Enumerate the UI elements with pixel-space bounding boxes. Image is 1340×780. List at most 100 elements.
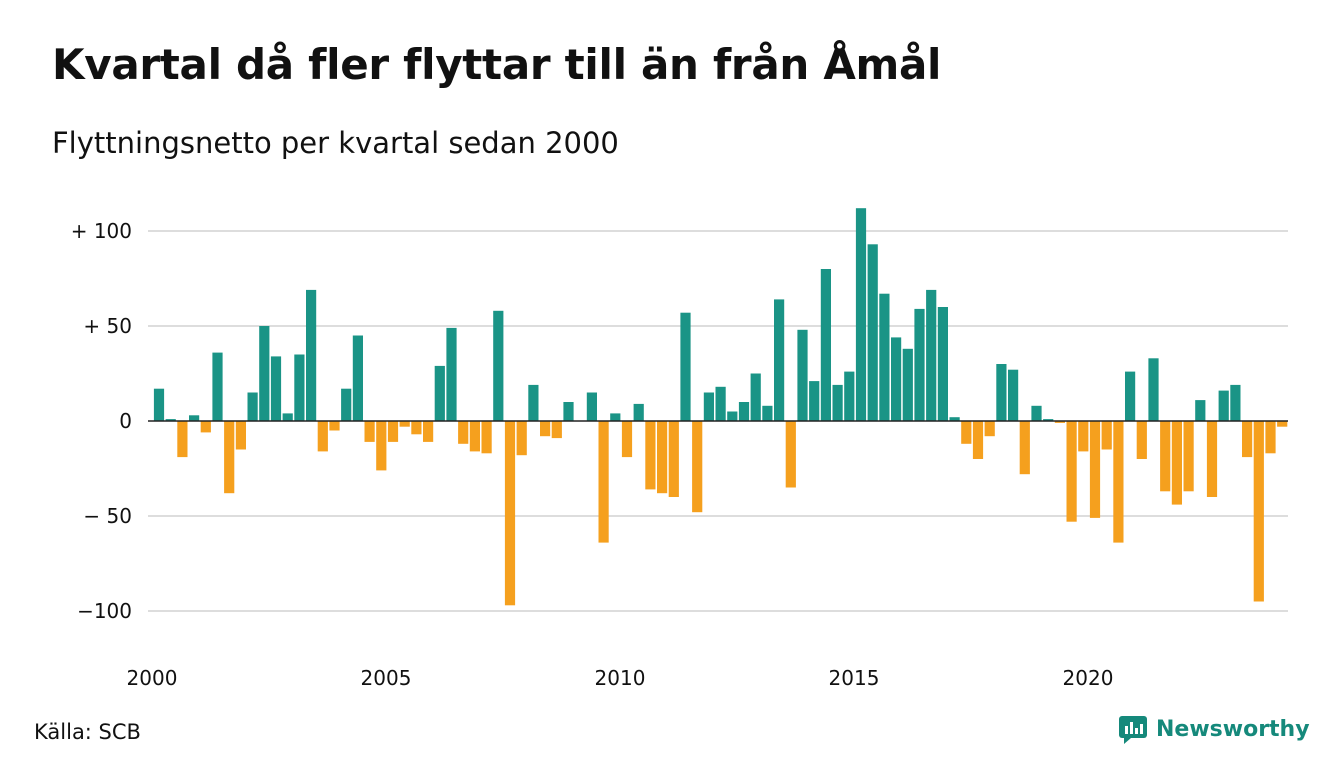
bar [247, 392, 258, 421]
bar [153, 388, 165, 421]
bar [972, 421, 984, 459]
y-tick-label: + 100 [71, 219, 132, 243]
bar [1277, 421, 1288, 427]
x-tick-label: 2010 [595, 666, 646, 690]
bar [1148, 358, 1159, 421]
bar [504, 421, 516, 606]
bar [680, 312, 691, 421]
bar [469, 421, 480, 452]
bar [259, 326, 270, 421]
bar [1031, 405, 1042, 421]
bar [891, 337, 902, 421]
bar [715, 386, 726, 421]
newsworthy-logo-icon [1119, 716, 1147, 744]
bar [551, 421, 562, 439]
bar [399, 421, 410, 427]
bar [1089, 421, 1101, 518]
bar [832, 384, 843, 421]
bar [200, 421, 211, 433]
source-note: Källa: SCB [34, 720, 141, 744]
bar [446, 327, 457, 421]
bars [153, 208, 1288, 606]
bar [493, 310, 504, 421]
bar [341, 388, 352, 421]
bar [212, 352, 223, 421]
bar [657, 421, 668, 494]
bar [727, 411, 738, 421]
x-tick-label: 2000 [127, 666, 178, 690]
bar [306, 289, 317, 421]
y-tick-label: 0 [119, 409, 132, 433]
bar [844, 371, 855, 421]
bar [984, 421, 995, 437]
brand-name: Newsworthy [1156, 716, 1310, 742]
bar [774, 299, 785, 421]
bar [820, 269, 831, 421]
x-tick-label: 2005 [361, 666, 412, 690]
bar [1019, 421, 1030, 475]
bar [855, 208, 867, 421]
axes: + 100 + 50 0 − 50 −100 2000 2005 2010 2015 2020 [71, 219, 1288, 690]
bar [1171, 421, 1182, 505]
y-tick-label: −100 [77, 599, 132, 623]
x-tick-label: 2015 [829, 666, 880, 690]
bar [1265, 421, 1276, 454]
bar [645, 421, 656, 490]
bar [633, 403, 644, 421]
bar [879, 293, 890, 421]
bar [1195, 400, 1206, 421]
bar [797, 329, 808, 421]
chart-subtitle: Flyttningsnetto per kvartal sedan 2000 [52, 126, 619, 160]
bar [1160, 421, 1171, 492]
bar [481, 421, 492, 454]
bar [1206, 421, 1218, 497]
bar [411, 421, 422, 435]
bar [949, 417, 960, 421]
y-tick-label: − 50 [83, 504, 132, 528]
bar [282, 413, 293, 421]
bar [1043, 419, 1054, 421]
bar [703, 392, 714, 421]
bar [1066, 421, 1077, 522]
bar [423, 421, 434, 442]
bar [610, 413, 621, 421]
bar [598, 421, 609, 543]
bar [867, 244, 878, 421]
bar [1136, 421, 1147, 459]
bar [996, 364, 1007, 421]
bar [1242, 421, 1253, 458]
bar [294, 354, 305, 421]
bar [1008, 369, 1019, 421]
bar [961, 421, 972, 444]
bar [738, 402, 750, 421]
bar-chart: + 100 + 50 0 − 50 −100 2000 2005 2010 2015 2020 [71, 208, 1288, 690]
bar [668, 421, 679, 497]
bar [317, 421, 328, 452]
bar [376, 421, 387, 471]
bar [165, 419, 176, 421]
bar [177, 421, 188, 458]
bar [1101, 421, 1112, 450]
bar [329, 421, 340, 431]
bar [762, 405, 773, 421]
bar [1230, 384, 1241, 421]
bar [586, 392, 597, 421]
bar [621, 421, 633, 458]
bar [1078, 421, 1089, 452]
bar [926, 289, 937, 421]
y-tick-label: + 50 [83, 314, 132, 338]
bar [785, 421, 796, 488]
bar [352, 335, 363, 421]
bar [516, 421, 527, 456]
bar [914, 308, 925, 421]
bar [528, 384, 539, 421]
x-tick-label: 2020 [1063, 666, 1114, 690]
bar [750, 373, 761, 421]
bar [902, 348, 913, 421]
brand-logo[interactable]: Newsworthy [1118, 714, 1310, 744]
bar [692, 421, 703, 513]
bar [563, 402, 574, 421]
bar [364, 421, 375, 442]
chart-title: Kvartal då fler flyttar till än från Åmå… [52, 40, 942, 89]
bar [1218, 390, 1229, 421]
